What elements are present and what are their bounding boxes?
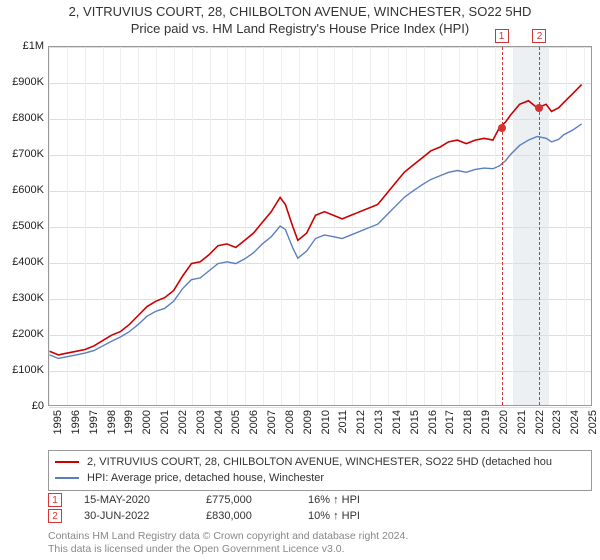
- chart-container: 2, VITRUVIUS COURT, 28, CHILBOLTON AVENU…: [0, 0, 600, 560]
- x-tick-label: 2005: [230, 410, 242, 434]
- footer-line-1: Contains HM Land Registry data © Crown c…: [48, 530, 592, 543]
- sale-tag-1: 1: [48, 493, 62, 507]
- x-tick-label: 2022: [534, 410, 546, 434]
- titles-block: 2, VITRUVIUS COURT, 28, CHILBOLTON AVENU…: [0, 0, 600, 38]
- marker-dot-2: [535, 104, 543, 112]
- y-tick-label: £300K: [0, 292, 44, 304]
- marker-dot-1: [498, 124, 506, 132]
- sale-hpi-2: 10% ↑ HPI: [308, 510, 360, 522]
- marker-line-2: [539, 47, 540, 405]
- x-tick-label: 2008: [284, 410, 296, 434]
- marker-tag-1: 1: [495, 29, 509, 43]
- legend-label-hpi: HPI: Average price, detached house, Winc…: [87, 472, 324, 484]
- sale-row-2: 2 30-JUN-2022 £830,000 10% ↑ HPI: [48, 508, 592, 524]
- gridline-h: [49, 407, 591, 408]
- plot-area: 12: [48, 46, 592, 406]
- sale-price-2: £830,000: [206, 510, 286, 522]
- y-tick-label: £1M: [0, 40, 44, 52]
- x-tick-label: 2024: [569, 410, 581, 434]
- x-tick-label: 2010: [320, 410, 332, 434]
- y-tick-label: £600K: [0, 184, 44, 196]
- x-tick-label: 2023: [551, 410, 563, 434]
- x-tick-label: 2000: [141, 410, 153, 434]
- title-main: 2, VITRUVIUS COURT, 28, CHILBOLTON AVENU…: [6, 4, 594, 19]
- x-tick-label: 2015: [409, 410, 421, 434]
- marker-tag-2: 2: [532, 29, 546, 43]
- legend: 2, VITRUVIUS COURT, 28, CHILBOLTON AVENU…: [48, 450, 592, 491]
- sale-row-1: 1 15-MAY-2020 £775,000 16% ↑ HPI: [48, 492, 592, 508]
- legend-swatch-subject: [55, 461, 79, 463]
- x-tick-label: 2014: [391, 410, 403, 434]
- x-tick-label: 2012: [355, 410, 367, 434]
- x-tick-label: 2003: [195, 410, 207, 434]
- footer: Contains HM Land Registry data © Crown c…: [48, 530, 592, 556]
- x-tick-label: 2009: [302, 410, 314, 434]
- legend-swatch-hpi: [55, 477, 79, 479]
- y-tick-label: £200K: [0, 328, 44, 340]
- legend-row-hpi: HPI: Average price, detached house, Winc…: [55, 470, 585, 486]
- x-tick-label: 2016: [427, 410, 439, 434]
- x-tick-label: 2017: [444, 410, 456, 434]
- x-tick-label: 1998: [106, 410, 118, 434]
- x-tick-label: 2025: [587, 410, 599, 434]
- y-tick-label: £800K: [0, 112, 44, 124]
- y-tick-label: £700K: [0, 148, 44, 160]
- marker-line-1: [502, 47, 503, 405]
- x-tick-label: 2013: [373, 410, 385, 434]
- footer-line-2: This data is licensed under the Open Gov…: [48, 543, 592, 556]
- x-tick-label: 2001: [159, 410, 171, 434]
- y-tick-label: £500K: [0, 220, 44, 232]
- x-tick-label: 2018: [462, 410, 474, 434]
- x-tick-label: 2011: [337, 410, 349, 434]
- x-tick-label: 2007: [266, 410, 278, 434]
- legend-label-subject: 2, VITRUVIUS COURT, 28, CHILBOLTON AVENU…: [87, 456, 552, 468]
- y-tick-label: £100K: [0, 364, 44, 376]
- x-tick-label: 1999: [123, 410, 135, 434]
- sale-hpi-1: 16% ↑ HPI: [308, 494, 360, 506]
- sale-tag-2: 2: [48, 509, 62, 523]
- legend-row-subject: 2, VITRUVIUS COURT, 28, CHILBOLTON AVENU…: [55, 454, 585, 470]
- x-tick-label: 2004: [213, 410, 225, 434]
- x-tick-label: 2021: [516, 410, 528, 434]
- x-tick-label: 1996: [70, 410, 82, 434]
- plot-svg: [49, 47, 591, 405]
- y-tick-label: £0: [0, 400, 44, 412]
- x-tick-label: 2020: [498, 410, 510, 434]
- sale-price-1: £775,000: [206, 494, 286, 506]
- x-tick-label: 2002: [177, 410, 189, 434]
- sale-rows: 1 15-MAY-2020 £775,000 16% ↑ HPI 2 30-JU…: [48, 492, 592, 524]
- x-tick-label: 2019: [480, 410, 492, 434]
- y-tick-label: £400K: [0, 256, 44, 268]
- x-tick-label: 1995: [52, 410, 64, 434]
- sale-date-1: 15-MAY-2020: [84, 494, 184, 506]
- y-tick-label: £900K: [0, 76, 44, 88]
- x-tick-label: 2006: [248, 410, 260, 434]
- sale-date-2: 30-JUN-2022: [84, 510, 184, 522]
- x-tick-label: 1997: [88, 410, 100, 434]
